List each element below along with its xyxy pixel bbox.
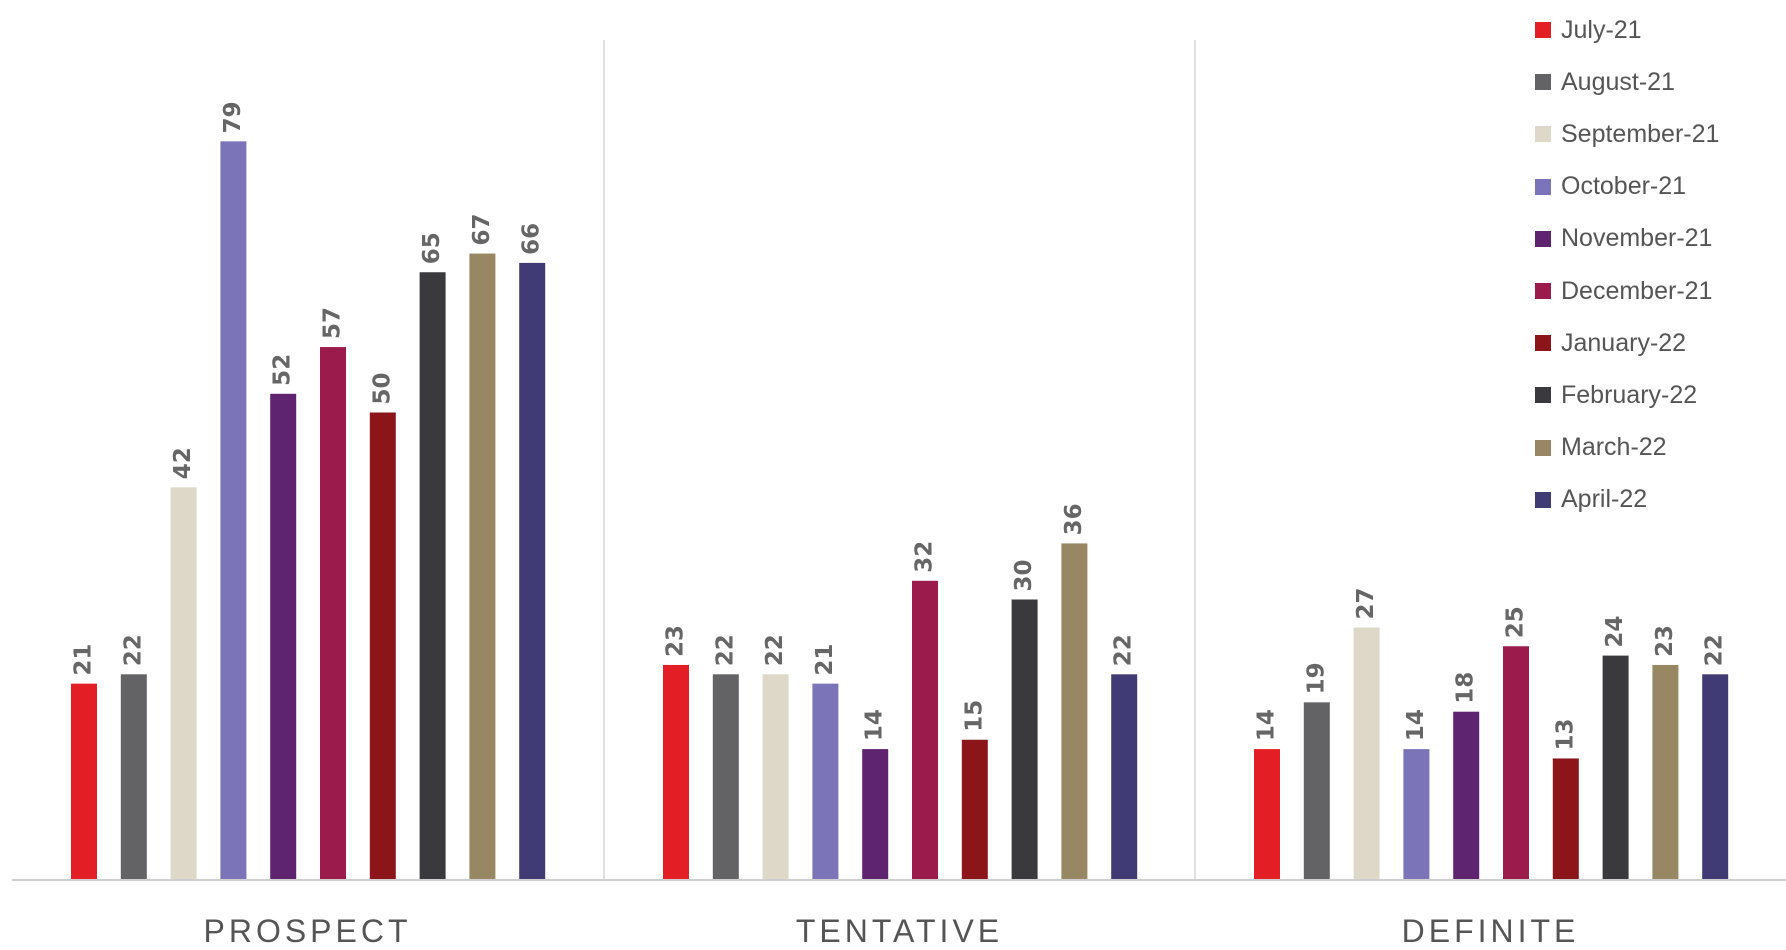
legend-swatch [1535, 335, 1551, 352]
bar-tentative-march-22 [1061, 543, 1088, 880]
bar-tentative-november-21 [862, 749, 889, 880]
bar-tentative-april-22 [1111, 674, 1138, 880]
bar-prospect-march-22 [469, 253, 496, 881]
data-label-prospect-december-21: 57 [320, 307, 346, 339]
data-label-definite-march-22: 23 [1652, 625, 1678, 657]
legend-item-october-21: October-21 [1535, 161, 1719, 213]
legend-swatch [1535, 230, 1551, 247]
legend-label: April-22 [1561, 485, 1648, 514]
data-label-tentative-april-22: 22 [1111, 634, 1137, 666]
legend-swatch [1535, 387, 1551, 404]
bar-definite-april-22 [1702, 674, 1729, 880]
legend-label: October-21 [1561, 172, 1687, 201]
category-labels-group: PROSPECT TENTATIVE DEFINITE [203, 913, 1580, 949]
legend-label: January-22 [1561, 328, 1687, 357]
bar-definite-september-21 [1353, 627, 1380, 880]
panel-dividers [603, 40, 1196, 880]
data-label-tentative-november-21: 14 [862, 709, 888, 741]
data-label-tentative-january-22: 15 [961, 700, 987, 732]
category-label-tentative: TENTATIVE [796, 913, 1003, 949]
legend-item-september-21: September-21 [1535, 108, 1719, 160]
data-label-prospect-november-21: 52 [270, 354, 296, 386]
bar-tentative-october-21 [812, 683, 839, 880]
legend-label: September-21 [1561, 119, 1720, 148]
bar-prospect-october-21 [220, 141, 247, 881]
data-label-tentative-october-21: 21 [812, 644, 838, 676]
data-label-definite-october-21: 14 [1403, 709, 1429, 741]
legend-label: August-21 [1561, 67, 1675, 96]
data-label-prospect-april-22: 66 [519, 223, 545, 255]
legend-item-november-21: November-21 [1535, 213, 1719, 265]
bar-definite-july-21 [1254, 749, 1280, 880]
legend-swatch [1535, 126, 1551, 143]
data-label-tentative-july-21: 23 [663, 625, 689, 657]
bar-definite-march-22 [1652, 664, 1679, 880]
data-label-definite-april-22: 22 [1702, 634, 1728, 666]
bar-prospect-february-22 [419, 272, 446, 880]
data-label-prospect-march-22: 67 [469, 214, 495, 246]
legend-label: December-21 [1561, 276, 1713, 305]
legend-swatch [1535, 439, 1551, 456]
legend-label: November-21 [1561, 224, 1713, 253]
bar-prospect-november-21 [270, 393, 297, 880]
bar-definite-january-22 [1552, 758, 1579, 880]
legend-item-december-21: December-21 [1535, 265, 1719, 317]
data-label-definite-february-22: 24 [1602, 616, 1628, 648]
legend-item-august-21: August-21 [1535, 56, 1719, 108]
bar-tentative-july-21 [663, 664, 689, 880]
bar-definite-december-21 [1503, 646, 1529, 880]
data-label-prospect-september-21: 42 [170, 447, 196, 479]
legend-label: July-21 [1561, 15, 1642, 44]
data-label-definite-august-21: 19 [1303, 662, 1329, 694]
data-label-tentative-december-21: 32 [912, 541, 938, 573]
data-label-prospect-october-21: 79 [220, 101, 246, 133]
bar-prospect-september-21 [170, 487, 197, 880]
legend-swatch [1535, 491, 1551, 508]
bar-tentative-february-22 [1011, 599, 1038, 880]
data-label-tentative-march-22: 36 [1061, 503, 1087, 535]
bars-group [71, 141, 1729, 881]
legend-item-january-22: January-22 [1535, 317, 1719, 369]
bar-tentative-january-22 [961, 739, 988, 880]
data-label-tentative-february-22: 30 [1011, 559, 1037, 591]
bar-tentative-august-21 [712, 674, 739, 880]
legend-label: March-22 [1561, 433, 1667, 462]
data-label-tentative-august-21: 22 [712, 634, 738, 666]
bar-prospect-july-21 [71, 683, 97, 880]
data-label-definite-september-21: 27 [1353, 588, 1379, 620]
bar-definite-august-21 [1303, 702, 1330, 880]
legend-item-april-22: April-22 [1535, 474, 1719, 526]
bar-prospect-august-21 [120, 674, 147, 880]
data-label-definite-july-21: 14 [1254, 709, 1280, 741]
legend-swatch [1535, 74, 1551, 91]
data-label-prospect-january-22: 50 [369, 372, 395, 404]
bar-definite-november-21 [1453, 711, 1480, 880]
data-label-tentative-september-21: 22 [762, 634, 788, 666]
legend-swatch [1535, 283, 1551, 300]
data-label-definite-november-21: 18 [1453, 672, 1479, 704]
bar-prospect-december-21 [320, 347, 346, 880]
bar-definite-february-22 [1602, 655, 1629, 880]
data-labels-group: 21 22 42 79 52 57 50 65 67 66 23 22 22 21 14 32 15 30 36 22… [71, 101, 1728, 750]
bar-tentative-december-21 [912, 580, 938, 880]
legend-swatch [1535, 178, 1551, 195]
legend: July-21 August-21 September-21 October-21 No… [1535, 4, 1719, 526]
bar-prospect-april-22 [519, 262, 546, 880]
legend-item-february-22: February-22 [1535, 369, 1719, 421]
bar-definite-october-21 [1403, 749, 1430, 880]
data-label-prospect-august-21: 22 [120, 634, 146, 666]
category-label-definite: DEFINITE [1402, 913, 1580, 949]
category-label-prospect: PROSPECT [203, 913, 411, 949]
legend-swatch [1535, 22, 1551, 39]
legend-label: February-22 [1561, 380, 1698, 409]
bar-tentative-september-21 [762, 674, 789, 880]
data-label-prospect-july-21: 21 [71, 644, 97, 676]
data-label-definite-december-21: 25 [1503, 606, 1529, 638]
data-label-prospect-february-22: 65 [419, 232, 445, 264]
legend-item-march-22: March-22 [1535, 422, 1719, 474]
bar-prospect-january-22 [369, 412, 396, 880]
data-label-definite-january-22: 13 [1552, 718, 1578, 750]
legend-item-july-21: July-21 [1535, 4, 1719, 56]
